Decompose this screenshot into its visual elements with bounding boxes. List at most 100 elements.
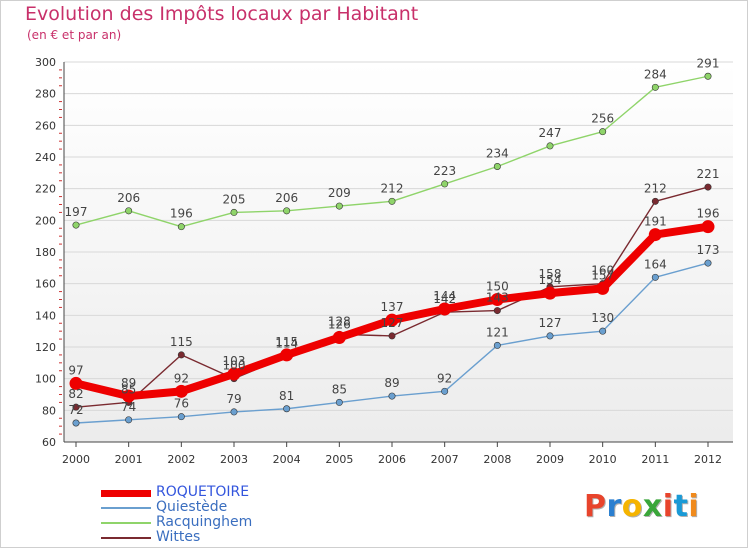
data-point: [227, 367, 241, 381]
data-label: 284: [644, 67, 667, 81]
y-tick-label: 120: [35, 341, 56, 354]
data-point: [599, 128, 607, 136]
data-point: [174, 384, 188, 398]
legend-label: Wittes: [156, 529, 201, 545]
data-point: [335, 202, 343, 210]
x-tick-label: 2009: [536, 453, 564, 466]
legend-label: Quiestède: [156, 499, 228, 515]
data-point: [704, 259, 712, 267]
legend-swatch: [101, 537, 151, 539]
data-label: 130: [591, 311, 614, 325]
logo-letter: x: [642, 489, 663, 524]
data-label: 212: [644, 181, 667, 195]
data-label: 121: [486, 325, 509, 339]
data-label: 206: [275, 191, 298, 205]
y-tick-label: 100: [35, 373, 56, 386]
data-point: [385, 313, 399, 327]
data-point: [230, 208, 238, 216]
data-label: 223: [433, 164, 456, 178]
data-point: [125, 416, 133, 424]
data-point: [648, 228, 662, 242]
data-point: [493, 307, 501, 315]
axes: [63, 62, 733, 443]
data-point: [388, 197, 396, 205]
data-label: 173: [697, 243, 720, 257]
data-point: [72, 403, 80, 411]
data-label: 150: [486, 280, 509, 294]
data-point: [543, 286, 557, 300]
data-label: 221: [697, 167, 720, 181]
x-tick-label: 2004: [273, 453, 301, 466]
legend-label: Racquinghem: [156, 514, 253, 530]
data-point: [441, 180, 449, 188]
x-tick-label: 2001: [115, 453, 143, 466]
chart-title: Evolution des Impôts locaux par Habitant: [25, 3, 419, 25]
data-point: [177, 413, 185, 421]
legend-label: ROQUETOIRE: [156, 484, 250, 500]
y-tick-label: 80: [42, 404, 56, 417]
data-label: 92: [437, 371, 452, 385]
data-point: [332, 331, 346, 344]
x-tick-label: 2002: [167, 453, 195, 466]
data-label: 144: [433, 289, 456, 303]
data-label: 142: [433, 292, 456, 306]
logo-letter: o: [621, 489, 643, 524]
data-label: 234: [486, 147, 509, 161]
data-label: 79: [226, 392, 241, 406]
y-tick-label: 160: [35, 278, 56, 291]
data-label: 115: [275, 335, 298, 349]
x-tick-label: 2011: [641, 453, 669, 466]
logo-letter: i: [662, 489, 674, 524]
data-label: 209: [328, 186, 351, 200]
legend-swatch: [101, 507, 151, 509]
data-label: 126: [328, 318, 351, 332]
data-point: [704, 72, 712, 80]
data-labels: 97 89 92 103 115 126 137 144 150 154 157 191 196 72 74…: [65, 56, 720, 417]
data-label: 82: [68, 387, 83, 401]
data-label: 247: [539, 126, 562, 140]
data-point: [599, 327, 607, 335]
y-tick-label: 220: [35, 183, 56, 196]
data-label: 127: [381, 316, 404, 330]
data-label: 143: [486, 291, 509, 305]
data-point: [283, 405, 291, 413]
data-label: 114: [275, 337, 298, 351]
data-label: 89: [384, 376, 399, 390]
data-label: 164: [644, 257, 667, 271]
data-point: [177, 351, 185, 359]
data-point: [704, 183, 712, 191]
x-axis-ticks: 2000 2001 2002 2003 2004 2005 2006 2007 2008 2009…: [62, 442, 722, 466]
data-label: 72: [68, 403, 83, 417]
data-label: 92: [174, 371, 189, 385]
y-tick-label: 300: [35, 56, 56, 69]
data-label: 212: [381, 181, 404, 195]
y-tick-label: 140: [35, 309, 56, 322]
data-label: 115: [170, 335, 193, 349]
y-tick-label: 60: [42, 436, 56, 449]
x-tick-label: 2012: [694, 453, 722, 466]
data-label: 97: [68, 363, 83, 377]
logo-letter: r: [606, 489, 622, 524]
data-point: [283, 207, 291, 215]
legend-swatch: [101, 490, 151, 497]
data-label: 89: [121, 376, 136, 390]
data-point: [701, 220, 715, 234]
data-label: 191: [644, 215, 667, 229]
data-label: 205: [223, 192, 246, 206]
data-point: [490, 293, 504, 306]
data-point: [280, 348, 294, 362]
data-label: 158: [539, 267, 562, 281]
data-label: 74: [121, 400, 136, 414]
data-label: 197: [65, 205, 88, 219]
x-tick-label: 2000: [62, 453, 90, 466]
data-point: [438, 302, 452, 316]
data-point: [335, 398, 343, 406]
data-point: [388, 392, 396, 400]
data-point: [441, 387, 449, 395]
x-tick-label: 2008: [483, 453, 511, 466]
series-group: [69, 72, 715, 427]
data-point: [546, 332, 554, 340]
grid-lines: [64, 61, 733, 443]
